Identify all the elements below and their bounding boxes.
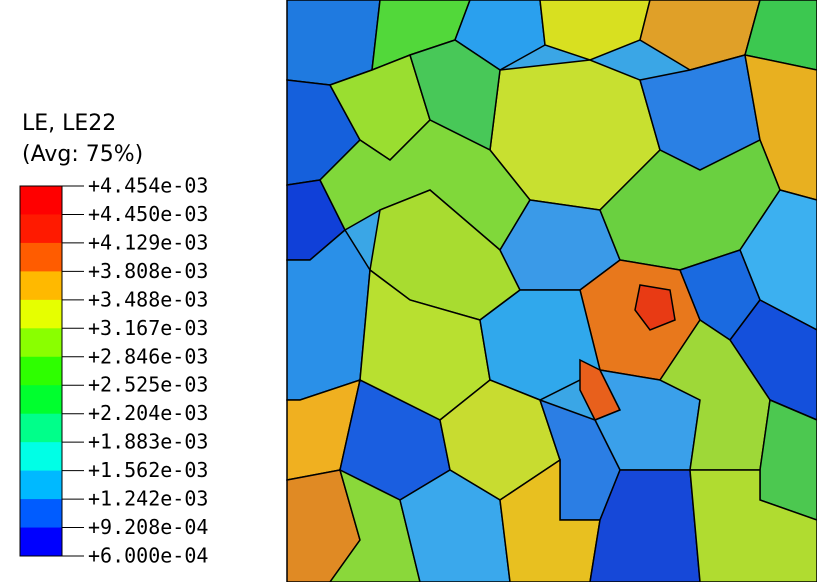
legend-subtitle: (Avg: 75%) <box>22 142 143 167</box>
legend-band <box>20 214 62 244</box>
legend-label: +3.488e-03 <box>88 287 208 311</box>
grain <box>329 468 421 582</box>
legend-label: +4.454e-03 <box>88 174 208 198</box>
grain <box>409 39 501 152</box>
legend-band <box>20 499 62 529</box>
legend-frame <box>19 185 63 557</box>
legend-band <box>20 527 62 557</box>
legend-label: +2.846e-03 <box>88 344 208 368</box>
grain <box>454 0 546 71</box>
legend-label: +9.208e-04 <box>88 515 208 539</box>
legend-label: +3.167e-03 <box>88 316 208 340</box>
legend: +4.454e-03 +4.450e-03 +4.129e-03 +3.808e-03… <box>19 174 208 568</box>
legend-label: +1.883e-03 <box>88 430 208 454</box>
legend-band <box>20 271 62 301</box>
grain <box>759 398 817 521</box>
legend-band <box>20 442 62 472</box>
legend-label: +2.525e-03 <box>88 373 208 397</box>
grain <box>634 284 676 331</box>
legend-band <box>20 186 62 215</box>
legend-band <box>20 470 62 500</box>
legend-label: +4.129e-03 <box>88 230 208 254</box>
legend-band <box>20 413 62 443</box>
legend-band <box>20 385 62 415</box>
legend-label: +1.242e-03 <box>88 487 208 511</box>
legend-label: +3.808e-03 <box>88 259 208 283</box>
grain <box>539 0 651 61</box>
contour-field <box>286 0 817 582</box>
grain <box>689 469 817 582</box>
legend-band <box>20 356 62 386</box>
legend-label: +2.204e-03 <box>88 401 208 425</box>
legend-title: LE, LE22 <box>22 111 116 136</box>
legend-band <box>20 328 62 358</box>
legend-label: +4.450e-03 <box>88 202 208 226</box>
legend-band <box>20 299 62 329</box>
legend-band <box>20 242 62 272</box>
legend-label: +1.562e-03 <box>88 458 208 482</box>
legend-label: +6.000e-04 <box>88 544 208 568</box>
grain <box>744 0 817 71</box>
